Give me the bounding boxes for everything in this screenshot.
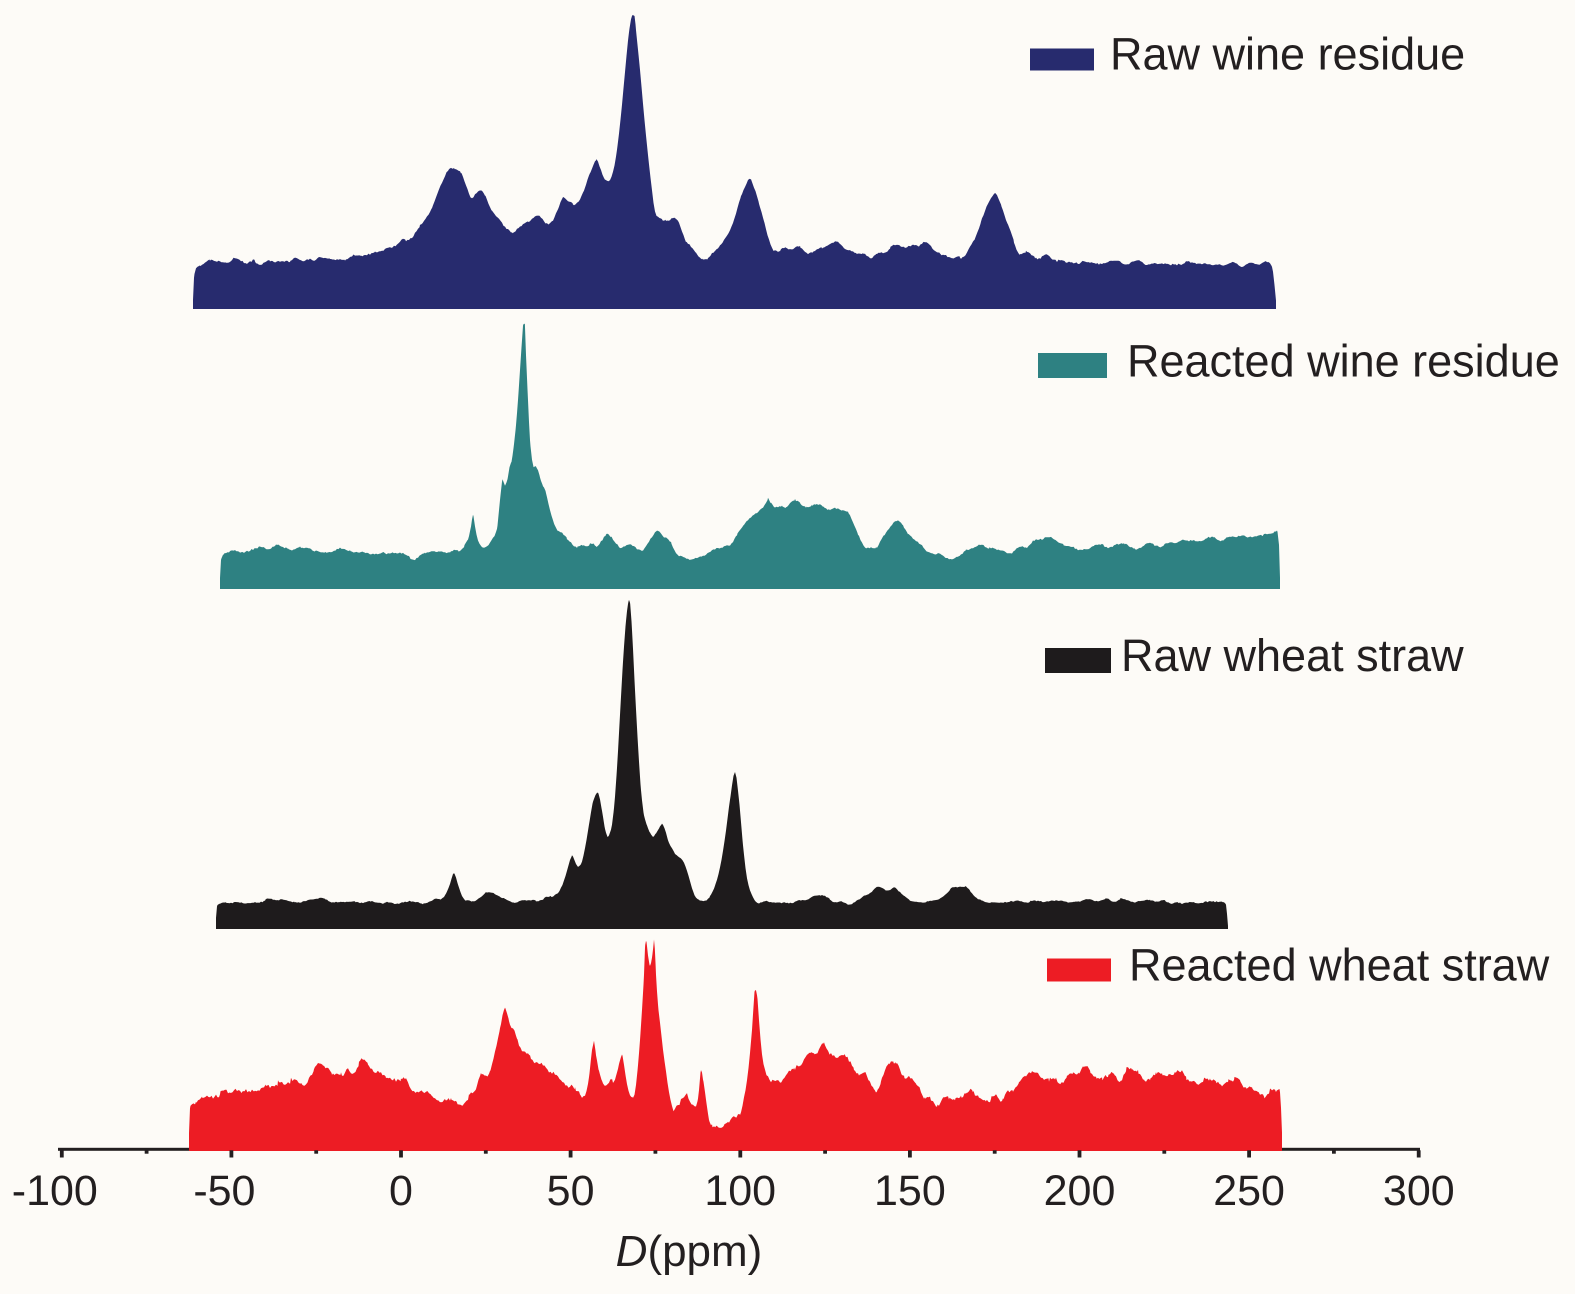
svg-text:50: 50 bbox=[547, 1167, 595, 1215]
svg-text:150: 150 bbox=[874, 1167, 946, 1215]
svg-text:0: 0 bbox=[389, 1167, 413, 1215]
svg-text:Reacted wheat straw: Reacted wheat straw bbox=[1129, 940, 1550, 991]
svg-text:-50: -50 bbox=[193, 1167, 255, 1215]
svg-text:250: 250 bbox=[1213, 1167, 1285, 1215]
svg-text:200: 200 bbox=[1044, 1167, 1116, 1215]
svg-text:Raw wine residue: Raw wine residue bbox=[1110, 29, 1465, 80]
svg-text:-100: -100 bbox=[12, 1167, 98, 1215]
svg-text:100: 100 bbox=[704, 1167, 776, 1215]
svg-text:Reacted wine residue: Reacted wine residue bbox=[1127, 336, 1560, 387]
svg-text:D(ppm): D(ppm) bbox=[616, 1227, 763, 1276]
svg-text:300: 300 bbox=[1383, 1167, 1455, 1215]
svg-text:Raw wheat straw: Raw wheat straw bbox=[1121, 630, 1464, 681]
